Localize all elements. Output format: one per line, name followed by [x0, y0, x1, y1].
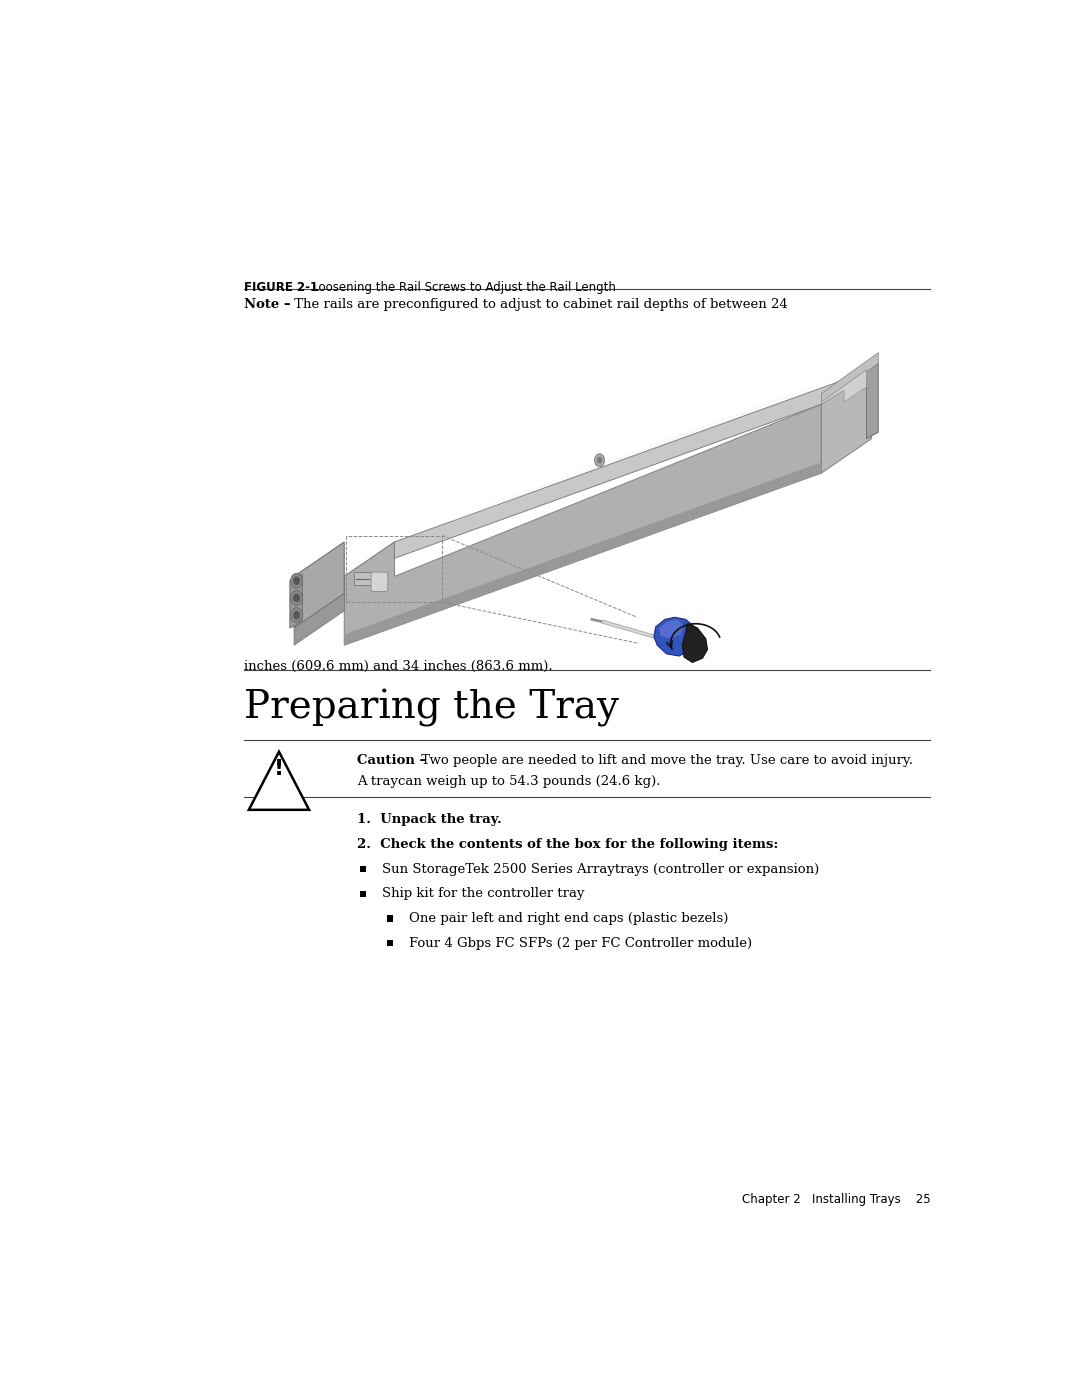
Circle shape	[597, 457, 602, 464]
Text: 2.  Check the contents of the box for the following items:: 2. Check the contents of the box for the…	[356, 838, 779, 851]
Polygon shape	[294, 594, 345, 645]
Text: The rails are preconfigured to adjust to cabinet rail depths of between 24: The rails are preconfigured to adjust to…	[289, 298, 787, 310]
Text: Sun StorageTek 2500 Series Arraytrays (controller or expansion): Sun StorageTek 2500 Series Arraytrays (c…	[382, 862, 819, 876]
Text: inches (609.6 mm) and 34 inches (863.6 mm).: inches (609.6 mm) and 34 inches (863.6 m…	[244, 661, 553, 673]
Polygon shape	[821, 370, 866, 404]
Circle shape	[291, 573, 302, 588]
Polygon shape	[683, 623, 707, 662]
Circle shape	[291, 591, 302, 605]
Polygon shape	[345, 370, 872, 577]
Polygon shape	[294, 542, 345, 629]
Text: Caution –: Caution –	[356, 754, 426, 767]
Text: A traycan weigh up to 54.3 pounds (24.6 kg).: A traycan weigh up to 54.3 pounds (24.6 …	[356, 775, 660, 788]
FancyBboxPatch shape	[360, 890, 366, 897]
Polygon shape	[345, 462, 821, 645]
Text: !: !	[274, 759, 284, 780]
FancyBboxPatch shape	[354, 573, 372, 585]
Text: Ship kit for the controller tray: Ship kit for the controller tray	[382, 887, 584, 900]
Circle shape	[293, 610, 300, 619]
Text: Note –: Note –	[244, 298, 291, 310]
Text: Chapter 2   Installing Trays    25: Chapter 2 Installing Trays 25	[742, 1193, 930, 1206]
Text: 1.  Unpack the tray.: 1. Unpack the tray.	[356, 813, 501, 826]
Text: Preparing the Tray: Preparing the Tray	[244, 689, 619, 728]
Text: Four 4 Gbps FC SFPs (2 per FC Controller module): Four 4 Gbps FC SFPs (2 per FC Controller…	[408, 937, 752, 950]
Polygon shape	[821, 352, 878, 404]
Text: FIGURE 2-1: FIGURE 2-1	[244, 281, 318, 293]
FancyBboxPatch shape	[372, 573, 388, 591]
Text: One pair left and right end caps (plastic bezels): One pair left and right end caps (plasti…	[408, 912, 728, 925]
Polygon shape	[528, 404, 738, 493]
Polygon shape	[866, 363, 878, 439]
Text: Two people are needed to lift and move the tray. Use care to avoid injury.: Two people are needed to lift and move t…	[417, 754, 913, 767]
FancyBboxPatch shape	[360, 866, 366, 872]
Circle shape	[291, 608, 302, 623]
Polygon shape	[345, 404, 821, 645]
Polygon shape	[289, 574, 302, 629]
Polygon shape	[659, 619, 684, 638]
Polygon shape	[248, 752, 309, 810]
FancyBboxPatch shape	[387, 915, 393, 922]
Text: Loosening the Rail Screws to Adjust the Rail Length: Loosening the Rail Screws to Adjust the …	[300, 281, 616, 293]
Circle shape	[293, 594, 300, 602]
Circle shape	[293, 577, 300, 585]
Polygon shape	[454, 383, 821, 521]
Polygon shape	[821, 370, 872, 474]
Circle shape	[594, 454, 605, 467]
Polygon shape	[653, 617, 698, 657]
FancyBboxPatch shape	[387, 940, 393, 946]
